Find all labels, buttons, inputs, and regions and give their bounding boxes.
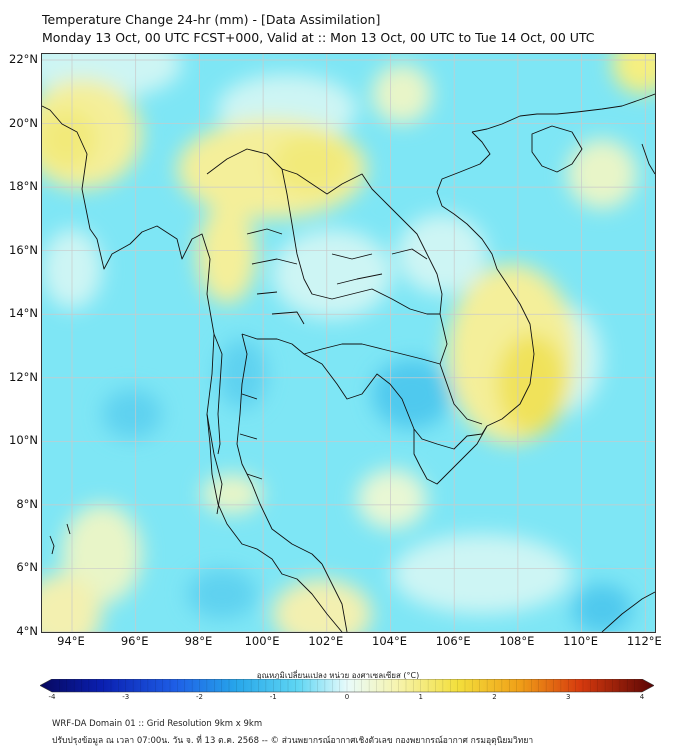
colorbar-tick-label: -2 bbox=[196, 693, 203, 701]
lon-label: 100°E bbox=[244, 634, 280, 648]
colorbar-tick-label: -3 bbox=[122, 693, 130, 701]
coastlines-and-borders bbox=[42, 93, 655, 632]
lat-label: 14°N bbox=[9, 306, 38, 321]
lon-label: 108°E bbox=[499, 634, 535, 648]
colorbar-tick-label: 3 bbox=[566, 693, 571, 701]
colorbar-tick-label: 1 bbox=[418, 693, 423, 701]
lat-label: 10°N bbox=[9, 433, 38, 448]
lon-label: 106°E bbox=[435, 634, 471, 648]
colorbar-tick-label: 0 bbox=[344, 693, 350, 701]
lon-label: 98°E bbox=[184, 634, 213, 648]
footer-credit: ปรับปรุงข้อมูล ณ เวลา 07:00น. วัน จ. ที่… bbox=[52, 736, 534, 746]
colorbar-title: อุณหภูมิเปลี่ยนแปลง หน่วย องศาเซลเซียส (… bbox=[256, 671, 420, 680]
map-subtitle: Monday 13 Oct, 00 UTC FCST+000, Valid at… bbox=[42, 30, 595, 45]
temperature-field bbox=[42, 54, 655, 632]
lon-label: 94°E bbox=[57, 634, 85, 648]
lat-label: 16°N bbox=[9, 242, 38, 257]
lon-label: 102°E bbox=[308, 634, 344, 648]
footer-model-info: WRF-DA Domain 01 :: Grid Resolution 9km … bbox=[52, 719, 263, 729]
map-title: Temperature Change 24-hr (mm) - [Data As… bbox=[42, 12, 381, 27]
lat-label: 8°N bbox=[16, 496, 38, 511]
lat-label: 22°N bbox=[9, 52, 38, 66]
colorbar-tick-label: -1 bbox=[269, 693, 277, 701]
lon-label: 96°E bbox=[120, 634, 149, 648]
lon-label: 104°E bbox=[372, 634, 407, 648]
map-area[interactable] bbox=[41, 53, 656, 633]
lat-label: 6°N bbox=[16, 560, 38, 575]
colorbar bbox=[40, 679, 654, 693]
lon-label: 110°E bbox=[563, 634, 599, 648]
colorbar-tick-label: 4 bbox=[639, 693, 645, 701]
lat-label: 4°N bbox=[16, 624, 38, 638]
lon-label: 112°E bbox=[626, 634, 662, 648]
graticule bbox=[42, 54, 655, 632]
temperature-anomaly-blobs bbox=[42, 54, 655, 632]
lat-label: 18°N bbox=[9, 179, 38, 194]
colorbar-tick-label: 2 bbox=[492, 693, 497, 701]
colorbar-tick-label: -4 bbox=[48, 693, 56, 701]
lat-label: 20°N bbox=[9, 115, 38, 130]
lat-label: 12°N bbox=[9, 369, 38, 384]
